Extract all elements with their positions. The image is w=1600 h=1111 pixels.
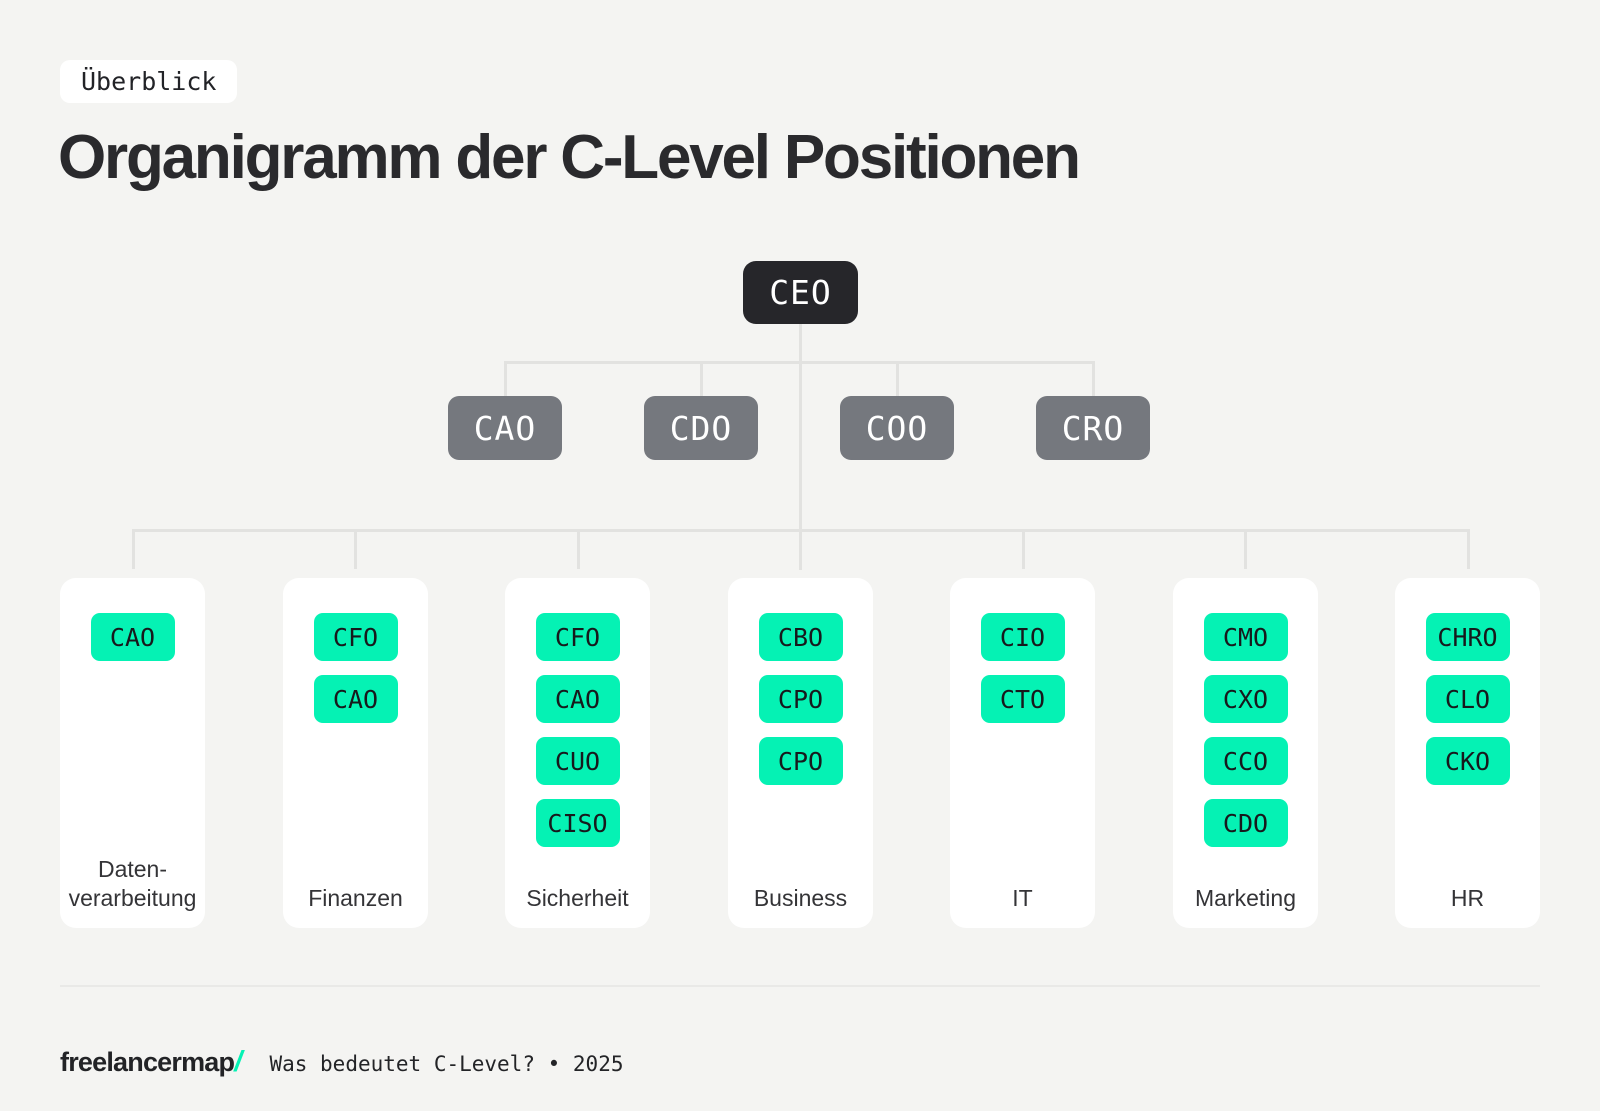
- role-chip: CKO: [1425, 737, 1510, 785]
- role-chip: CLO: [1425, 675, 1510, 723]
- role-chip: CFO: [535, 613, 620, 661]
- role-chip: CAO: [313, 675, 398, 723]
- connector-ceo-vertical: [799, 324, 802, 570]
- role-chip: CBO: [758, 613, 843, 661]
- brand-logo-text: freelancermap: [60, 1047, 235, 1077]
- connector-level2-bus: [504, 361, 1095, 364]
- level2-node-coo: COO: [840, 396, 954, 460]
- role-chip: CAO: [90, 613, 175, 661]
- role-chip: CISO: [535, 799, 620, 847]
- connector-drop-cro: [1092, 361, 1095, 397]
- department-card-it: CIO CTO IT: [950, 578, 1095, 928]
- connector-drop-finanzen: [354, 529, 357, 569]
- role-chip: CMO: [1203, 613, 1288, 661]
- level2-node-cdo: CDO: [644, 396, 758, 460]
- department-card-marketing: CMO CXO CCO CDO Marketing: [1173, 578, 1318, 928]
- logo-slash-icon: /: [234, 1046, 242, 1078]
- chip-list: CBO CPO CPO: [728, 578, 873, 785]
- connector-drop-datenverarbeitung: [132, 529, 135, 569]
- department-card-hr: CHRO CLO CKO HR: [1395, 578, 1540, 928]
- department-card-sicherheit: CFO CAO CUO CISO Sicherheit: [505, 578, 650, 928]
- ceo-node: CEO: [743, 261, 858, 324]
- connector-drop-it: [1022, 529, 1025, 569]
- role-chip: CAO: [535, 675, 620, 723]
- department-label: Business: [753, 885, 848, 912]
- role-chip: CPO: [758, 737, 843, 785]
- department-label: Marketing: [1195, 885, 1296, 912]
- overview-badge-label: Überblick: [81, 67, 217, 96]
- department-card-business: CBO CPO CPO Business: [728, 578, 873, 928]
- chip-list: CFO CAO CUO CISO: [505, 578, 650, 847]
- level2-node-cao: CAO: [448, 396, 562, 460]
- footer-tagline: Was bedeutet C-Level? • 2025: [269, 1052, 624, 1076]
- role-chip: CDO: [1203, 799, 1288, 847]
- page-title: Organigramm der C-Level Positionen: [58, 123, 1081, 192]
- department-card-datenverarbeitung: CAO Daten- verarbeitung: [60, 578, 205, 928]
- connector-drop-hr: [1467, 529, 1470, 569]
- department-label: Finanzen: [308, 885, 403, 912]
- role-chip: CPO: [758, 675, 843, 723]
- connector-drop-sicherheit: [577, 529, 580, 569]
- role-chip: CIO: [980, 613, 1065, 661]
- connector-drop-coo: [896, 361, 899, 397]
- role-chip: CUO: [535, 737, 620, 785]
- department-label-line: verarbeitung: [68, 885, 197, 912]
- connector-drop-marketing: [1244, 529, 1247, 569]
- department-label: Sicherheit: [526, 885, 629, 912]
- chip-list: CMO CXO CCO CDO: [1173, 578, 1318, 847]
- brand-logo: freelancermap/: [60, 1046, 242, 1079]
- connector-drop-cdo: [700, 361, 703, 397]
- role-chip: CCO: [1203, 737, 1288, 785]
- role-chip: CFO: [313, 613, 398, 661]
- overview-badge: Überblick: [60, 60, 238, 103]
- connector-level3-bus: [132, 529, 1470, 532]
- chip-list: CIO CTO: [950, 578, 1095, 723]
- role-chip: CXO: [1203, 675, 1288, 723]
- department-label-line: Daten-: [97, 856, 168, 883]
- department-label: HR: [1450, 885, 1485, 912]
- footer-divider: [60, 985, 1540, 987]
- department-card-finanzen: CFO CAO Finanzen: [283, 578, 428, 928]
- department-label: Daten- verarbeitung: [60, 855, 205, 913]
- chip-list: CFO CAO: [283, 578, 428, 723]
- chip-list: CAO: [60, 578, 205, 661]
- role-chip: CTO: [980, 675, 1065, 723]
- connector-drop-cao: [504, 361, 507, 397]
- footer: freelancermap/ Was bedeutet C-Level? • 2…: [60, 1046, 623, 1079]
- chip-list: CHRO CLO CKO: [1395, 578, 1540, 785]
- department-label: IT: [1012, 885, 1033, 912]
- level2-node-cro: CRO: [1036, 396, 1150, 460]
- role-chip: CHRO: [1425, 613, 1510, 661]
